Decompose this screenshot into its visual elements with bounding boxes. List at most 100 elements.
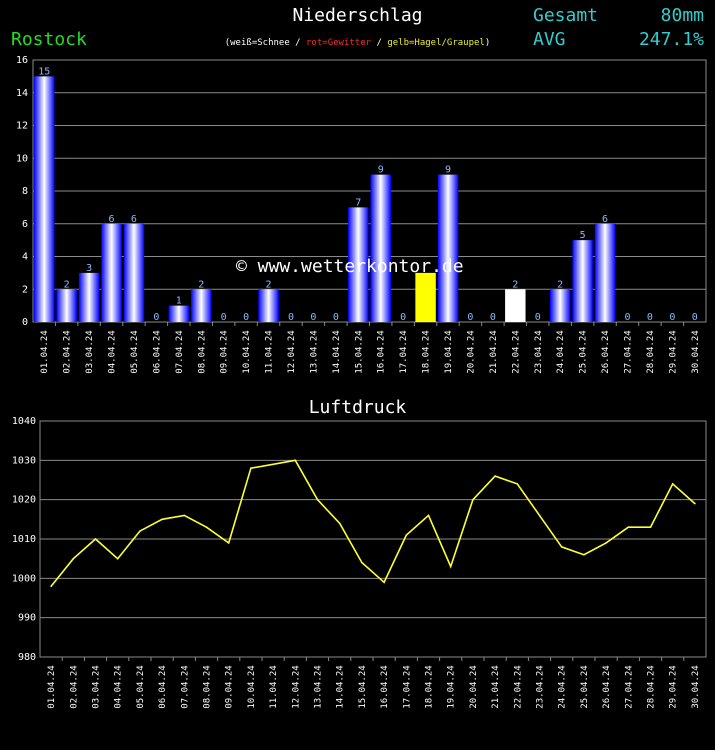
data-point [161,518,163,521]
bar-value-label: 0 [310,312,316,323]
data-point [560,546,563,548]
pressure-series-line [50,459,696,587]
data-point [649,526,652,528]
legend-thunderstorm: rot=Gewitter [306,38,372,48]
x-tick-label: 16.04.24 [377,330,387,373]
x-tick-label: 21.04.24 [489,330,499,373]
y-tick-label: 1010 [12,534,36,545]
data-point [671,483,674,485]
x-tick-label: 17.04.24 [402,665,412,708]
average-value: 247.1% [638,29,704,50]
x-tick-label: 01.04.24 [47,665,57,708]
x-tick-label: 28.04.24 [646,330,656,373]
y-tick-label: 14 [16,88,28,99]
data-point [427,514,430,517]
bar-value-label: 2 [64,279,70,290]
bar [505,289,526,322]
data-point [294,459,297,462]
station-name: Rostock [11,29,87,50]
x-tick-label: 06.04.24 [152,330,162,373]
x-tick-label: 04.04.24 [114,665,124,708]
bar-value-label: 9 [378,165,384,176]
legend-hail: gelb=Hagel/Graupel [387,38,485,48]
x-tick-label: 16.04.24 [380,665,390,708]
data-point [183,514,186,517]
bar-value-label: 0 [333,312,339,323]
bar-value-label: 9 [445,165,451,176]
data-point [694,502,696,505]
bar [78,272,100,322]
data-point [449,565,452,568]
x-tick-label: 19.04.24 [447,665,457,708]
bar [594,223,616,322]
x-tick-label: 04.04.24 [108,330,118,373]
x-tick-label: 12.04.24 [287,330,297,373]
average-label: AVG [533,29,566,50]
bar [258,289,279,322]
bar-value-label: 0 [490,312,496,323]
data-point [494,475,496,477]
data-point [50,585,52,587]
bar-value-label: 6 [109,214,115,225]
x-tick-label: 23.04.24 [534,330,544,373]
x-tick-label: 30.04.24 [691,330,701,373]
x-tick-label: 14.04.24 [332,330,342,373]
bar-value-label: 0 [669,312,675,323]
data-point [227,542,230,544]
x-tick-label: 13.04.24 [314,665,324,708]
x-tick-label: 02.04.24 [69,665,79,708]
bar [415,272,436,322]
x-tick-label: 07.04.24 [175,330,185,373]
bar-value-label: 0 [153,312,159,323]
data-point [139,530,141,532]
precipitation-title: Niederschlag [292,5,423,26]
x-tick-label: 30.04.24 [691,665,701,708]
x-tick-label: 11.04.24 [265,330,275,373]
bar [168,305,190,322]
x-tick-label: 19.04.24 [444,330,454,373]
x-tick-label: 29.04.24 [668,330,678,373]
bar-value-label: 0 [288,312,294,323]
y-tick-label: 990 [18,613,36,624]
y-tick-label: 980 [18,652,36,663]
legend-separator: / [371,38,388,48]
legend-open: ( [224,38,231,48]
bar-value-label: 7 [355,197,361,208]
x-tick-label: 05.04.24 [136,665,146,708]
x-tick-label: 08.04.24 [203,665,213,708]
x-tick-label: 03.04.24 [85,330,95,373]
x-tick-label: 01.04.24 [40,330,50,373]
x-tick-label: 22.04.24 [513,665,523,708]
data-point [116,557,119,560]
data-point [94,538,97,540]
x-tick-label: 25.04.24 [580,665,590,708]
y-tick-label: 8 [22,186,28,197]
x-tick-label: 18.04.24 [425,665,435,708]
x-tick-label: 06.04.24 [158,665,168,708]
bar-value-label: 6 [602,214,608,225]
bar-value-label: 3 [86,263,92,274]
total-value: 80mm [660,5,704,26]
bar [549,289,571,322]
x-tick-label: 26.04.24 [602,665,612,708]
bar-value-label: 0 [692,312,698,323]
legend-snow: weiß=Schnee [230,38,290,48]
x-tick-label: 03.04.24 [92,665,102,708]
x-tick-label: 29.04.24 [669,665,679,708]
y-tick-label: 6 [22,219,28,230]
bar-value-label: 2 [198,279,204,290]
x-tick-label: 10.04.24 [242,330,252,373]
x-tick-label: 07.04.24 [180,665,190,708]
bar-value-label: 2 [557,279,563,290]
x-tick-label: 09.04.24 [225,665,235,708]
x-tick-label: 23.04.24 [536,665,546,708]
x-tick-label: 11.04.24 [269,665,279,708]
x-tick-label: 20.04.24 [466,330,476,373]
y-tick-label: 16 [16,55,28,66]
data-point [538,514,541,517]
bar [348,207,369,322]
legend-separator: / [289,38,307,48]
bar-value-label: 15 [38,66,50,77]
bar [123,223,145,322]
